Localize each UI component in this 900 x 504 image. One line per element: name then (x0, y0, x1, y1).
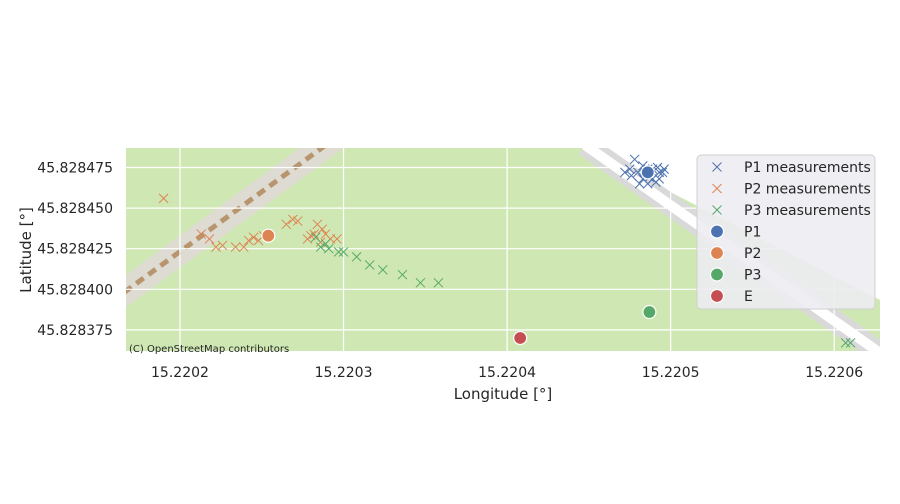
legend-marker-p1-measurements (712, 162, 722, 172)
legend-label: P3 measurements (744, 203, 871, 219)
series-p2-measurements (158, 193, 342, 252)
y-axis-ticks: 45.828375 45.828400 45.828425 45.828450 45.8… (37, 160, 113, 338)
legend-marker-p2 (709, 245, 725, 261)
p2-measurements-point (281, 219, 292, 230)
p1-measurements-point (659, 164, 669, 174)
p1-measurements-point (629, 154, 640, 165)
x-axis-label: Longitude [°] (454, 385, 553, 403)
p1-measurements-point (624, 164, 635, 174)
legend-item-p1-measurements: P1 measurements (712, 160, 871, 176)
legend-item-p2: P2 (709, 245, 761, 262)
legend-label: P3 (744, 268, 761, 284)
legend-item-p2-measurements: P2 measurements (712, 182, 871, 198)
legend-marker-e (709, 288, 725, 304)
legend-label: P2 measurements (744, 182, 871, 198)
y-tick-label: 45.828400 (37, 282, 113, 298)
legend-marker-p3 (709, 267, 725, 282)
y-tick-label: 45.828475 (37, 160, 113, 176)
p2-measurements-point (292, 216, 303, 226)
p3-measurements-point (315, 242, 326, 252)
legend-item-p1: P1 (709, 224, 761, 241)
legend-marker-p2-measurements (712, 183, 722, 194)
y-tick-label: 45.828375 (37, 323, 113, 339)
p2-measurements-point (317, 224, 328, 235)
series-p2 (261, 228, 276, 243)
x-tick-label: 15.2205 (642, 365, 700, 381)
legend: P1 measurements P2 measurements P3 measure… (696, 154, 876, 310)
p2-measurements-point (238, 242, 249, 252)
map-attribution: (C) OpenStreetMap contributors (129, 344, 289, 355)
legend-item-p3: P3 (709, 267, 761, 284)
p3-measurements-point (338, 247, 349, 257)
series-p3-measurements (310, 232, 856, 348)
p2-measurements-point (332, 234, 342, 244)
p2-marker (261, 228, 276, 243)
series-p3 (642, 304, 657, 320)
x-axis-ticks: 15.2202 15.2203 15.2204 15.2205 15.2206 (151, 365, 863, 381)
legend-label: E (744, 289, 753, 305)
x-tick-label: 15.2203 (315, 365, 373, 381)
p1-marker (640, 165, 655, 180)
legend-label: P1 (744, 225, 761, 241)
p3-measurements-point (377, 264, 388, 275)
p3-measurements-point (320, 238, 331, 249)
p1-measurements-point (619, 167, 630, 178)
legend-item-e: E (709, 288, 753, 305)
data-points (158, 154, 856, 348)
p2-measurements-point (217, 240, 228, 251)
p2-measurements-point (309, 229, 319, 239)
p3-measurements-point (323, 243, 334, 254)
x-tick-label: 15.2206 (805, 365, 863, 381)
legend-marker-p3-measurements (712, 205, 722, 215)
y-tick-label: 45.828450 (37, 201, 113, 217)
p2-measurements-point (196, 229, 207, 239)
y-axis-label: Latitude [°] (17, 207, 35, 293)
legend-label: P1 measurements (744, 160, 871, 176)
p1-measurements-point (634, 178, 645, 189)
p1-measurements-point (651, 177, 661, 187)
p3-measurements-point (845, 338, 856, 348)
p2-measurements-point (230, 242, 241, 252)
series-e (513, 330, 528, 346)
legend-item-p3-measurements: P3 measurements (712, 203, 871, 219)
p3-measurements-point (333, 247, 344, 257)
p3-measurements-point (415, 277, 426, 288)
p2-measurements-point (243, 235, 254, 246)
p3-measurements-point (433, 277, 444, 288)
p3-measurements-point (351, 251, 362, 262)
p2-measurements-point (158, 193, 169, 204)
p3-marker (642, 304, 657, 320)
legend-marker-p1 (709, 224, 725, 239)
p3-measurements-point (397, 269, 408, 280)
e-marker (513, 330, 528, 346)
x-tick-label: 15.2204 (478, 365, 536, 381)
p3-measurements-point (364, 260, 375, 270)
y-tick-label: 45.828425 (37, 242, 113, 258)
x-tick-label: 15.2202 (151, 365, 209, 381)
p2-measurements-point (204, 234, 215, 244)
legend-label: P2 (744, 246, 761, 262)
p2-measurements-point (211, 242, 221, 252)
p3-measurements-point (310, 232, 321, 243)
p1-measurements-point (626, 170, 637, 181)
p2-measurements-point (248, 232, 259, 243)
series-p1 (640, 165, 655, 180)
p3-measurements-point (840, 338, 851, 348)
